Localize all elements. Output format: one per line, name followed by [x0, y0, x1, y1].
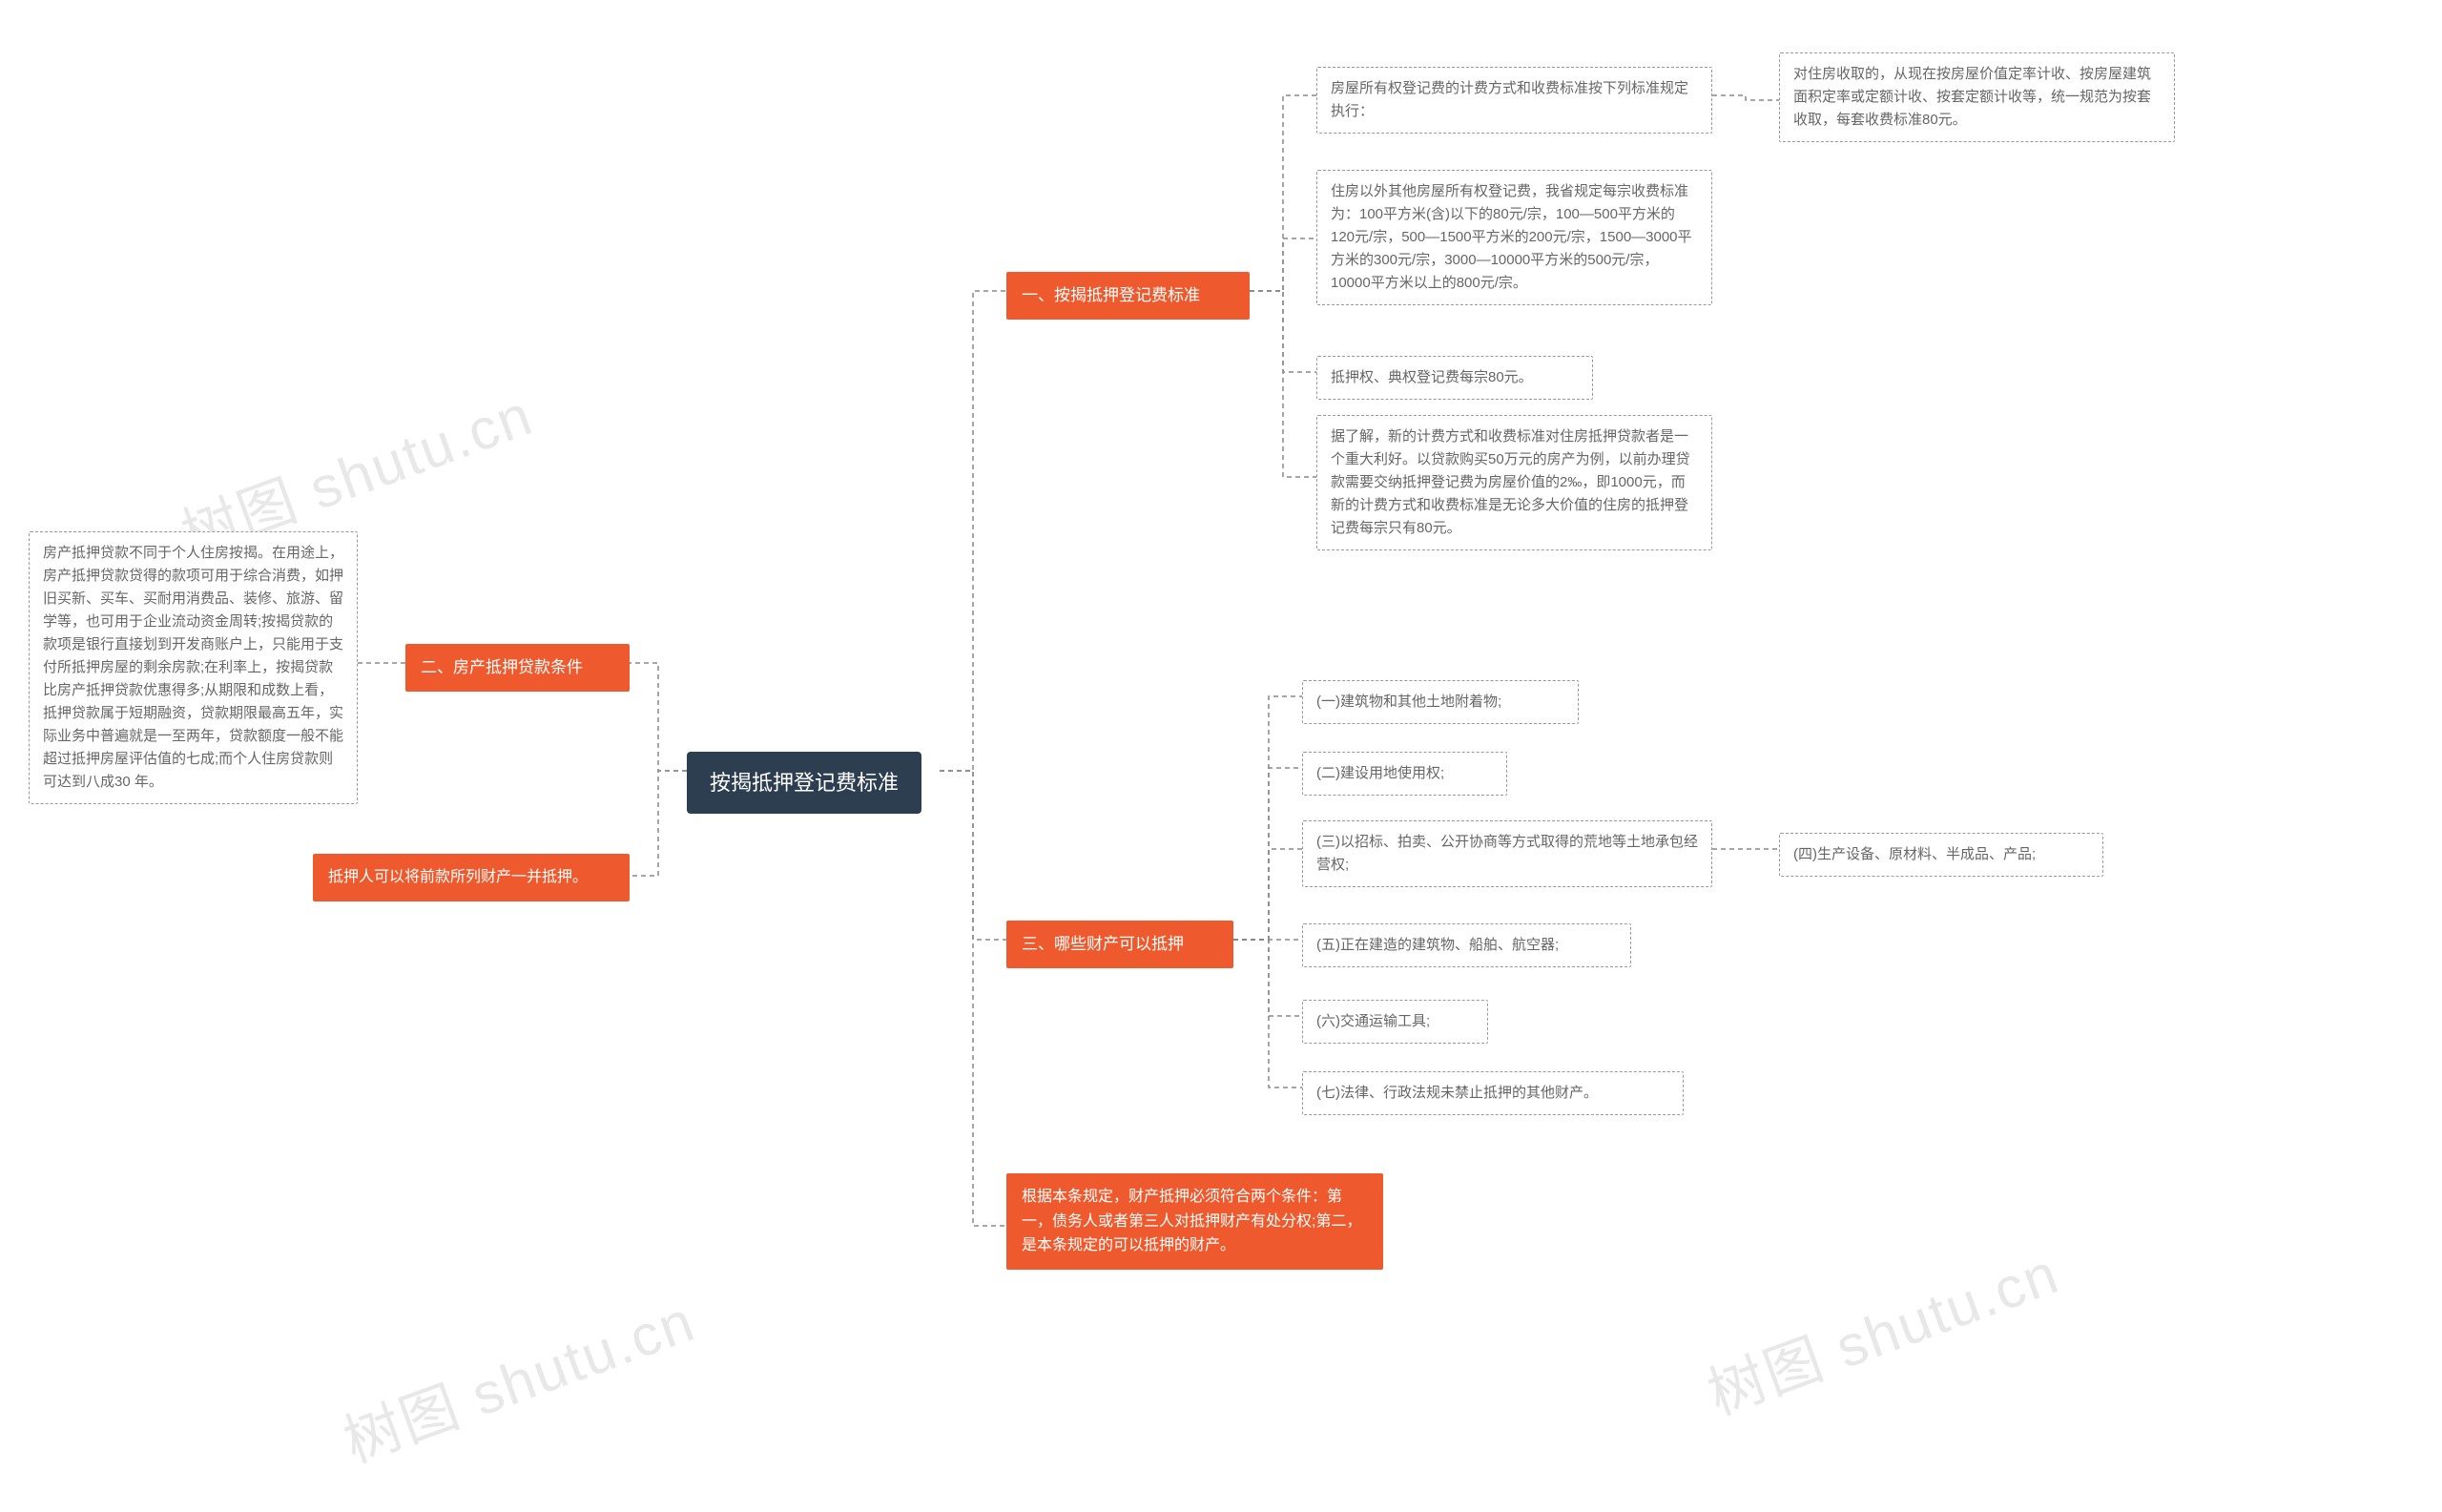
leaf-node: (七)法律、行政法规未禁止抵押的其他财产。 — [1302, 1071, 1684, 1115]
leaf-node: (三)以招标、拍卖、公开协商等方式取得的荒地等土地承包经营权; — [1302, 820, 1712, 887]
watermark: 树图 shutu.cn — [1695, 1228, 2069, 1432]
leaf-node: 房产抵押贷款不同于个人住房按揭。在用途上，房产抵押贷款贷得的款项可用于综合消费，… — [29, 531, 358, 804]
branch-node-left-1: 二、房产抵押贷款条件 — [405, 644, 630, 692]
branch-node-left-2: 抵押人可以将前款所列财产一并抵押。 — [313, 854, 630, 901]
leaf-node: 对住房收取的，从现在按房屋价值定率计收、按房屋建筑面积定率或定额计收、按套定额计… — [1779, 52, 2175, 142]
connector-lines — [0, 0, 2442, 1512]
watermark: 树图 shutu.cn — [331, 1275, 705, 1480]
root-node: 按揭抵押登记费标准 — [687, 752, 921, 814]
leaf-node: (一)建筑物和其他土地附着物; — [1302, 680, 1579, 724]
leaf-node: (四)生产设备、原材料、半成品、产品; — [1779, 833, 2103, 877]
leaf-node: 住房以外其他房屋所有权登记费，我省规定每宗收费标准为：100平方米(含)以下的8… — [1316, 170, 1712, 305]
leaf-node: (六)交通运输工具; — [1302, 1000, 1488, 1044]
branch-node-right-2: 三、哪些财产可以抵押 — [1006, 921, 1233, 968]
branch-node-right-3: 根据本条规定，财产抵押必须符合两个条件：第一，债务人或者第三人对抵押财产有处分权… — [1006, 1173, 1383, 1270]
leaf-node: (五)正在建造的建筑物、船舶、航空器; — [1302, 923, 1631, 967]
leaf-node: 据了解，新的计费方式和收费标准对住房抵押贷款者是一个重大利好。以贷款购买50万元… — [1316, 415, 1712, 550]
branch-node-right-1: 一、按揭抵押登记费标准 — [1006, 272, 1250, 320]
leaf-node: 房屋所有权登记费的计费方式和收费标准按下列标准规定执行： — [1316, 67, 1712, 134]
leaf-node: (二)建设用地使用权; — [1302, 752, 1507, 796]
leaf-node: 抵押权、典权登记费每宗80元。 — [1316, 356, 1593, 400]
